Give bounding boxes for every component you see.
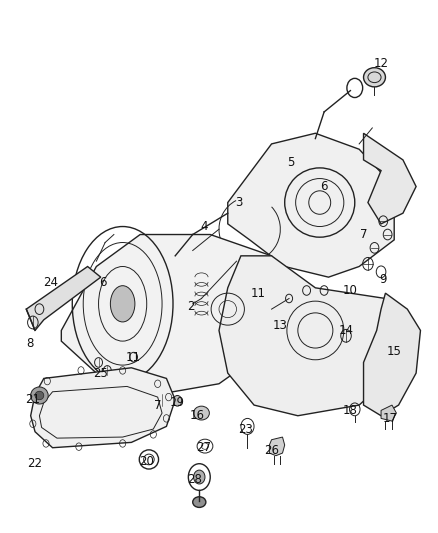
Text: 14: 14 xyxy=(339,324,353,337)
Text: 7: 7 xyxy=(154,399,162,411)
Polygon shape xyxy=(31,368,175,448)
Text: 17: 17 xyxy=(382,412,397,425)
Text: 23: 23 xyxy=(238,423,253,435)
Text: 12: 12 xyxy=(374,58,389,70)
Text: 8: 8 xyxy=(26,337,33,350)
Text: 10: 10 xyxy=(343,284,358,297)
Text: 19: 19 xyxy=(170,396,185,409)
Text: 5: 5 xyxy=(288,156,295,169)
Text: 25: 25 xyxy=(93,367,108,379)
Text: 28: 28 xyxy=(187,473,202,486)
Ellipse shape xyxy=(31,387,48,404)
Circle shape xyxy=(194,470,205,484)
Polygon shape xyxy=(269,437,285,456)
Text: 6: 6 xyxy=(99,276,107,289)
Text: 22: 22 xyxy=(28,457,42,470)
Text: 27: 27 xyxy=(196,441,211,454)
Polygon shape xyxy=(219,256,403,416)
Ellipse shape xyxy=(110,286,135,322)
Text: 18: 18 xyxy=(343,404,358,417)
Polygon shape xyxy=(26,266,101,330)
Text: 26: 26 xyxy=(264,444,279,457)
Circle shape xyxy=(173,395,182,406)
Text: 13: 13 xyxy=(273,319,288,332)
Text: 20: 20 xyxy=(139,455,154,467)
Text: 24: 24 xyxy=(43,276,58,289)
Text: 3: 3 xyxy=(235,196,242,209)
Text: 15: 15 xyxy=(387,345,402,358)
Text: 11: 11 xyxy=(126,351,141,364)
Polygon shape xyxy=(364,133,416,224)
Text: 6: 6 xyxy=(320,180,328,193)
Polygon shape xyxy=(364,293,420,416)
Text: 21: 21 xyxy=(25,393,40,406)
Text: 7: 7 xyxy=(360,228,367,241)
Polygon shape xyxy=(61,235,298,394)
Text: 11: 11 xyxy=(251,287,266,300)
Ellipse shape xyxy=(35,391,44,400)
Polygon shape xyxy=(228,133,394,277)
Ellipse shape xyxy=(194,406,209,420)
Ellipse shape xyxy=(364,68,385,87)
Text: 2: 2 xyxy=(187,300,194,313)
Text: 4: 4 xyxy=(200,220,208,233)
Text: 9: 9 xyxy=(379,273,387,286)
Ellipse shape xyxy=(193,497,206,507)
Text: 16: 16 xyxy=(190,409,205,422)
Polygon shape xyxy=(381,405,396,421)
